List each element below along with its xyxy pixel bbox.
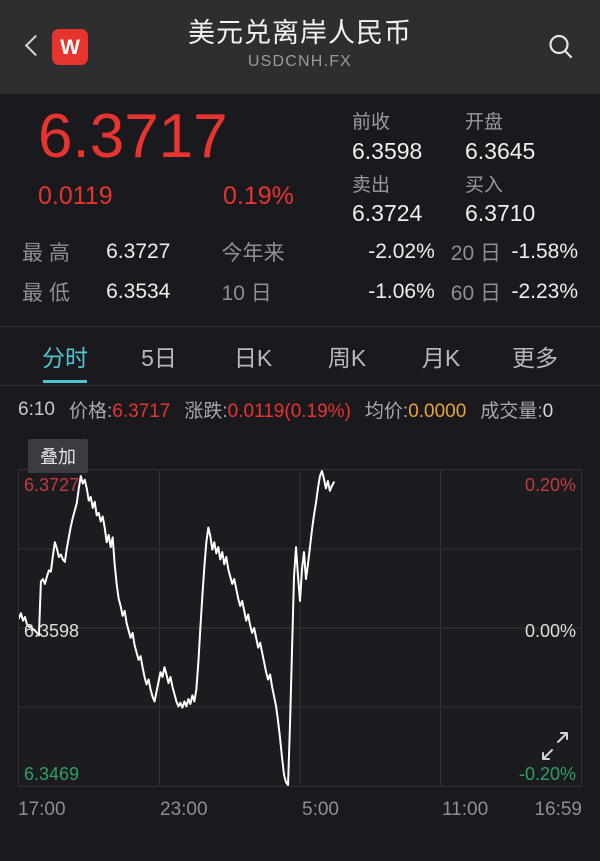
overlay-button[interactable]: 叠加: [28, 439, 88, 473]
y-axis-high-label: 6.3727: [24, 475, 80, 495]
tab-daily-k[interactable]: 日K: [206, 327, 300, 385]
x-tick-4: 16:59: [534, 799, 582, 820]
readout-avg-value: 0.0000: [408, 401, 467, 422]
table-row: 最 低 6.3534 10 日 -1.06% 60 日 -2.23%: [22, 272, 578, 312]
stat-label-ytd: 今年来: [221, 242, 285, 265]
quote-field-label: 卖出: [352, 174, 391, 196]
y-axis-pct-low-label: -0.20%: [518, 764, 576, 784]
quote-field-open: 开盘 6.3645: [465, 110, 578, 167]
quote-summary: 6.3717 0.0119 0.19% 前收 6.3598 开盘 6.3645 …: [0, 94, 600, 227]
readout-volume-value: 0: [542, 401, 554, 422]
stat-value-20d: -1.58%: [511, 240, 578, 263]
stat-label-20d: 20 日: [450, 242, 501, 265]
y-axis-low-label: 6.3469: [24, 764, 80, 784]
quote-field-label: 买入: [465, 174, 504, 196]
change-row: 0.0119 0.19%: [22, 182, 352, 211]
x-tick-3: 11:00: [442, 799, 489, 820]
chart-svg: [19, 470, 581, 786]
page-title: 美元兑离岸人民币: [188, 18, 412, 48]
quote-field-ask: 卖出 6.3724: [352, 173, 465, 230]
tab-label: 5日: [141, 345, 177, 371]
readout-volume-label: 成交量:: [480, 401, 543, 422]
section-divider: [0, 326, 600, 327]
app-logo[interactable]: W: [52, 29, 88, 65]
readout-volume: 成交量:0: [480, 396, 553, 423]
readout-time: 6:10: [18, 398, 55, 420]
stat-label-text: 最 低: [22, 282, 70, 305]
tab-label: 周K: [327, 345, 367, 371]
x-tick-2: 5:00: [302, 799, 339, 820]
quote-fields: 前收 6.3598 开盘 6.3645 卖出 6.3724 买入 6.3710: [352, 106, 578, 226]
readout-avg: 均价:0.0000: [365, 396, 466, 423]
intraday-chart[interactable]: 叠加 6.3727 6.3598 6.3469 0.20% 0.00% -0.2…: [0, 431, 600, 831]
stat-value-60d: -2.23%: [511, 280, 578, 303]
quote-field-prev-close: 前收 6.3598: [352, 110, 465, 167]
page-symbol: USDCNH.FX: [247, 53, 353, 71]
stat-label-10d: 10 日: [221, 282, 272, 305]
y-axis-pct-mid-label: 0.00%: [524, 621, 576, 641]
chart-plot-area[interactable]: [18, 469, 582, 787]
tab-intraday[interactable]: 分时: [18, 327, 112, 385]
tab-monthly-k[interactable]: 月K: [394, 327, 488, 385]
tab-label: 分时: [42, 345, 88, 371]
readout-change-label: 涨跌:: [184, 401, 228, 422]
quote-field-label: 前收: [352, 112, 391, 133]
expand-arrows-icon[interactable]: [536, 727, 574, 770]
stat-value-low: 6.3534: [106, 280, 171, 303]
change-percent: 0.19%: [223, 182, 294, 210]
quote-field-value: 6.3710: [465, 200, 536, 227]
stat-label-low: 最 低: [22, 277, 106, 307]
tab-5day[interactable]: 5日: [112, 327, 206, 385]
tab-label: 更多: [512, 345, 558, 371]
x-axis-labels: 17:00 23:00 5:00 11:00 16:59: [18, 793, 582, 827]
y-axis-pct-high-label: 0.20%: [524, 475, 576, 495]
search-icon[interactable]: [544, 30, 578, 64]
tab-weekly-k[interactable]: 周K: [300, 327, 394, 385]
stat-value-10d: -1.06%: [368, 280, 435, 303]
readout-price-label: 价格:: [68, 401, 113, 422]
quote-field-value: 6.3645: [465, 137, 536, 164]
readout-avg-label: 均价:: [364, 401, 409, 422]
quote-field-value: 6.3598: [352, 137, 423, 164]
stat-label-text: 最 高: [22, 242, 70, 265]
readout-price: 价格:6.3717: [69, 396, 170, 423]
quote-primary: 6.3717 0.0119 0.19%: [22, 106, 352, 218]
tab-more[interactable]: 更多: [488, 327, 582, 385]
readout-price-value: 6.3717: [112, 401, 171, 422]
page-title-block: 美元兑离岸人民币 USDCNH.FX: [0, 18, 600, 71]
change-absolute: 0.0119: [38, 182, 113, 210]
readout-change-value: 0.0119(0.19%): [227, 401, 351, 422]
stat-value-high: 6.3727: [106, 240, 171, 263]
last-price: 6.3717: [38, 102, 228, 171]
chart-period-tabs: 分时 5日 日K 周K 月K 更多: [0, 327, 600, 385]
tabs-divider: [0, 385, 600, 386]
x-tick-0: 17:00: [18, 799, 66, 820]
stat-label-60d: 60 日: [450, 282, 501, 305]
stats-table: 最 高 6.3727 今年来 -2.02% 20 日 -1.58% 最 低 6.…: [0, 224, 600, 326]
tab-label: 日K: [233, 345, 273, 371]
price-line: [19, 470, 335, 786]
app-header: W 美元兑离岸人民币 USDCNH.FX: [0, 0, 600, 94]
back-chevron-icon[interactable]: [22, 30, 44, 64]
quote-field-bid: 买入 6.3710: [465, 173, 578, 230]
table-row: 最 高 6.3727 今年来 -2.02% 20 日 -1.58%: [22, 232, 578, 272]
stat-value-ytd: -2.02%: [368, 240, 435, 263]
y-axis-mid-label: 6.3598: [24, 621, 80, 641]
quote-field-label: 开盘: [465, 112, 504, 133]
readout-change: 涨跌:0.0119(0.19%): [184, 396, 351, 423]
chart-readout: 6:10 价格:6.3717 涨跌:0.0119(0.19%) 均价:0.000…: [0, 386, 600, 431]
x-tick-1: 23:00: [160, 799, 208, 820]
tab-label: 月K: [421, 345, 461, 371]
quote-field-value: 6.3724: [352, 200, 423, 227]
stat-label-high: 最 高: [22, 237, 106, 267]
